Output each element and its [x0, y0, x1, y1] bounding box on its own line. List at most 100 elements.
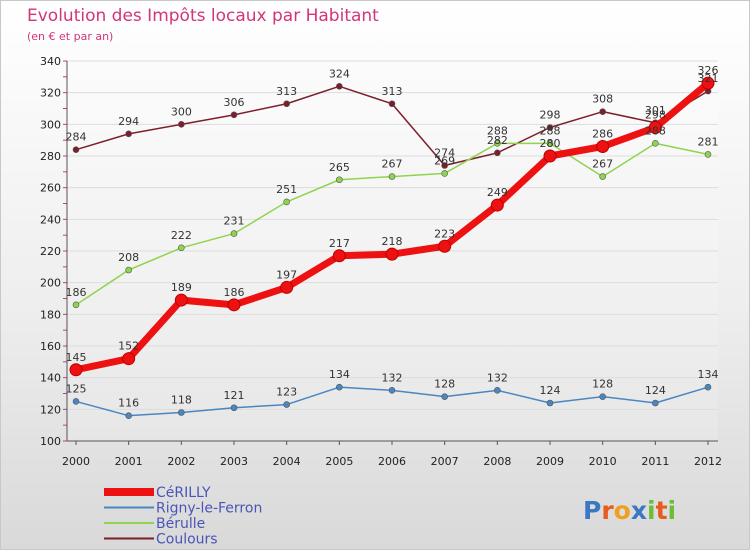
data-point: [543, 149, 557, 163]
data-point: [596, 140, 610, 153]
data-point: [336, 83, 343, 90]
data-point: [546, 140, 554, 147]
data-label: 313: [382, 85, 403, 98]
data-label: 134: [329, 368, 350, 381]
data-label: 231: [224, 215, 245, 228]
x-tick-label: 2002: [167, 455, 195, 468]
x-tick-label: 2010: [589, 455, 617, 468]
data-point: [72, 398, 80, 405]
data-point: [648, 121, 662, 134]
chart-subtitle: (en € et par an): [27, 30, 114, 43]
data-label: 217: [329, 237, 350, 250]
data-point: [227, 298, 241, 312]
data-point: [283, 401, 290, 408]
data-point: [122, 352, 136, 366]
data-label: 267: [592, 158, 613, 171]
y-tick-label: 320: [40, 87, 61, 100]
data-label: 125: [66, 382, 87, 395]
data-label: 300: [171, 105, 192, 118]
data-label: 306: [224, 96, 245, 109]
data-point: [385, 247, 399, 261]
data-point: [283, 198, 290, 206]
data-label: 298: [540, 109, 561, 122]
data-label: 269: [434, 154, 455, 167]
x-tick-label: 2000: [62, 455, 90, 468]
data-label: 265: [329, 161, 350, 174]
data-point: [388, 173, 396, 180]
x-tick-label: 2007: [431, 455, 459, 468]
data-label: 301: [645, 104, 666, 117]
data-label: 123: [276, 386, 297, 399]
data-point: [494, 149, 501, 157]
data-point: [652, 399, 659, 407]
data-label: 118: [171, 394, 192, 407]
data-label: 267: [382, 158, 403, 171]
data-point: [546, 399, 554, 407]
data-point: [652, 140, 659, 147]
data-label: 288: [487, 124, 508, 137]
x-tick-label: 2009: [536, 455, 564, 468]
x-tick-label: 2006: [378, 455, 406, 468]
data-label: 321: [698, 72, 719, 85]
data-label: 298: [645, 109, 666, 122]
data-label: 251: [276, 183, 297, 196]
legend-label: CéRILLY: [156, 485, 211, 501]
data-label: 324: [329, 67, 350, 80]
data-point: [599, 108, 606, 115]
data-point: [701, 76, 715, 90]
data-label: 218: [382, 235, 403, 248]
data-point: [599, 393, 606, 400]
data-point: [388, 387, 396, 394]
y-tick-label: 340: [40, 55, 61, 68]
data-label: 186: [66, 286, 87, 299]
data-label: 284: [66, 131, 87, 144]
data-label: 282: [487, 134, 508, 147]
series-group: [69, 76, 715, 419]
data-label: 288: [645, 124, 666, 137]
y-tick-label: 280: [40, 150, 61, 163]
y-tick-label: 160: [40, 340, 61, 353]
x-tick-label: 2005: [325, 455, 353, 468]
data-label: 124: [645, 384, 666, 397]
data-point: [599, 173, 606, 180]
logo-letter: o: [614, 496, 631, 525]
data-point: [125, 130, 132, 138]
legend-label: Coulours: [156, 532, 218, 548]
data-point: [441, 393, 448, 400]
data-point: [336, 176, 343, 184]
y-tick-label: 180: [40, 308, 61, 321]
logo-letter: i: [647, 496, 656, 525]
data-label: 249: [487, 186, 508, 199]
data-label: 116: [118, 397, 139, 410]
data-label: 134: [698, 368, 719, 381]
logo-letter: r: [601, 496, 614, 525]
y-tick-label: 220: [40, 245, 61, 258]
data-label: 326: [698, 64, 719, 77]
y-tick-label: 260: [40, 182, 61, 195]
data-point: [178, 121, 185, 128]
data-label: 132: [382, 371, 403, 384]
data-point: [494, 387, 501, 394]
data-point: [125, 266, 132, 274]
y-tick-label: 100: [40, 435, 61, 448]
data-label: 223: [434, 227, 455, 240]
logo-letter: t: [656, 496, 668, 525]
data-label: 189: [171, 281, 192, 294]
data-label: 186: [224, 286, 245, 299]
data-point: [178, 409, 185, 416]
x-tick-label: 2008: [483, 455, 511, 468]
x-tick-label: 2012: [694, 455, 722, 468]
data-point: [704, 151, 712, 158]
data-point: [230, 404, 238, 412]
data-point: [280, 280, 294, 294]
data-point: [546, 124, 554, 131]
legend-label: Rigny-le-Ferron: [156, 501, 262, 517]
data-label: 152: [118, 340, 139, 353]
logo-letter: P: [583, 496, 601, 525]
data-point: [704, 383, 712, 391]
y-tick-label: 200: [40, 277, 61, 290]
data-label: 274: [434, 147, 455, 160]
data-label: 281: [698, 135, 719, 148]
